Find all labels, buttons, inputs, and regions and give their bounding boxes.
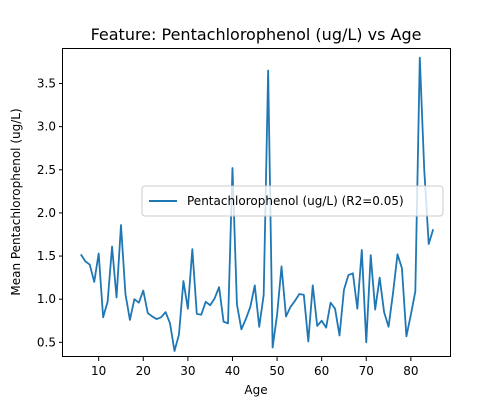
y-tick-label: 1.0	[37, 292, 56, 306]
y-tick-label: 1.5	[37, 249, 56, 263]
legend: Pentachlorophenol (ug/L) (R2=0.05)	[141, 185, 444, 217]
x-tick-label: 70	[359, 364, 374, 378]
x-tick-label: 40	[225, 364, 240, 378]
x-tick-label: 10	[91, 364, 106, 378]
ticks-layer: 10 20 30 40 50 60 70 80 0.5 1.0 1.5 2.0 2.5 3.0 3.5	[37, 77, 419, 378]
x-tick-label: 30	[180, 364, 195, 378]
legend-box	[141, 185, 444, 217]
chart-title: Feature: Pentachlorophenol (ug/L) vs Age	[91, 25, 422, 44]
x-tick-label: 50	[269, 364, 284, 378]
x-tick-label: 60	[314, 364, 329, 378]
y-tick-label: 3.5	[37, 77, 56, 91]
x-axis-title: Age	[244, 383, 267, 397]
series-layer	[80, 56, 435, 352]
y-tick-label: 2.0	[37, 206, 56, 220]
series-line	[80, 56, 435, 352]
plot-frame	[62, 48, 451, 357]
legend-label: Pentachlorophenol (ug/L) (R2=0.05)	[187, 194, 404, 208]
y-tick-label: 0.5	[37, 335, 56, 349]
y-tick-label: 2.5	[37, 163, 56, 177]
x-tick-label: 80	[403, 364, 418, 378]
y-tick-label: 3.0	[37, 120, 56, 134]
y-axis-title: Mean Pentachlorophenol (ug/L)	[9, 108, 23, 295]
x-tick-label: 20	[136, 364, 151, 378]
